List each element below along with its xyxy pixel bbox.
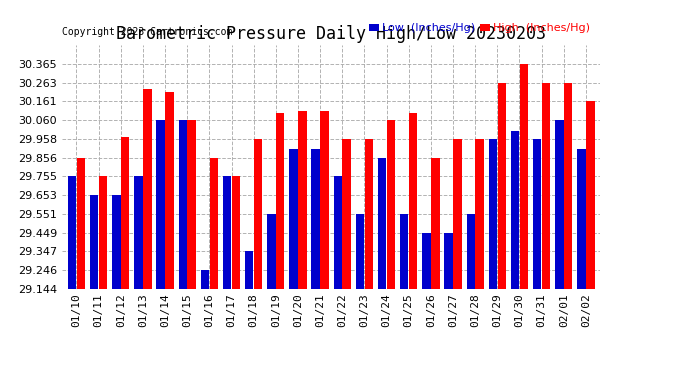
Bar	[90, 195, 99, 289]
Bar	[542, 82, 550, 289]
Bar	[210, 158, 218, 289]
Bar	[511, 131, 520, 289]
Bar	[289, 150, 298, 289]
Title: Barometric Pressure Daily High/Low 20230203: Barometric Pressure Daily High/Low 20230…	[116, 26, 546, 44]
Bar	[555, 120, 564, 289]
Bar	[232, 176, 240, 289]
Bar	[466, 214, 475, 289]
Bar	[586, 101, 595, 289]
Bar	[578, 150, 586, 289]
Bar	[378, 158, 386, 289]
Bar	[157, 120, 165, 289]
Bar	[188, 120, 196, 289]
Bar	[276, 112, 284, 289]
Legend: Low  (Inches/Hg), High  (Inches/Hg): Low (Inches/Hg), High (Inches/Hg)	[364, 19, 595, 38]
Text: Copyright 2023 Cartronics.com: Copyright 2023 Cartronics.com	[62, 27, 233, 37]
Bar	[245, 251, 253, 289]
Bar	[533, 139, 542, 289]
Bar	[143, 88, 152, 289]
Bar	[356, 214, 364, 289]
Bar	[267, 214, 275, 289]
Bar	[453, 139, 462, 289]
Bar	[223, 176, 231, 289]
Bar	[311, 150, 320, 289]
Bar	[201, 270, 209, 289]
Bar	[77, 158, 85, 289]
Bar	[298, 111, 306, 289]
Bar	[400, 214, 408, 289]
Bar	[99, 176, 107, 289]
Bar	[520, 64, 528, 289]
Bar	[475, 139, 484, 289]
Bar	[135, 176, 143, 289]
Bar	[112, 195, 121, 289]
Bar	[320, 111, 328, 289]
Bar	[489, 139, 497, 289]
Bar	[364, 139, 373, 289]
Bar	[564, 82, 573, 289]
Bar	[334, 176, 342, 289]
Bar	[121, 136, 130, 289]
Bar	[254, 139, 262, 289]
Bar	[422, 232, 431, 289]
Bar	[444, 232, 453, 289]
Bar	[179, 120, 187, 289]
Bar	[409, 112, 417, 289]
Bar	[431, 158, 440, 289]
Bar	[497, 82, 506, 289]
Bar	[166, 92, 174, 289]
Bar	[342, 139, 351, 289]
Bar	[387, 120, 395, 289]
Bar	[68, 176, 77, 289]
